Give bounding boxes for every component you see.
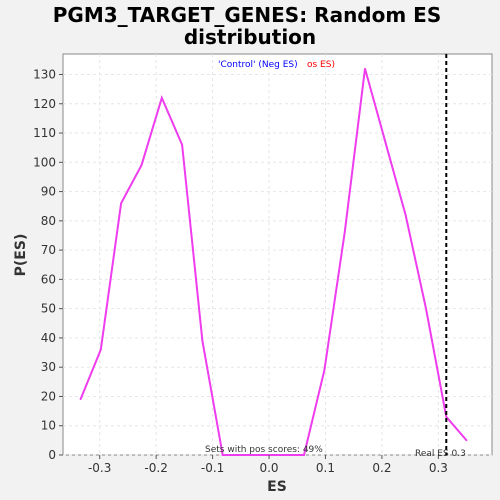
data-point [282, 454, 285, 456]
y-tick-label: 120 [33, 97, 56, 111]
x-tick-label: -0.3 [88, 461, 111, 475]
grid-lines [63, 54, 492, 456]
data-point [160, 97, 163, 99]
y-tick-label: 100 [33, 155, 56, 169]
y-tick-label: 20 [41, 389, 56, 403]
real-es-label: Real ES 0.3 [415, 449, 466, 459]
plot-area [62, 53, 493, 456]
data-point [303, 454, 305, 456]
data-point [79, 398, 82, 401]
y-tick-label: 30 [41, 360, 56, 374]
data-point [201, 340, 204, 342]
x-tick-label: -0.1 [201, 461, 224, 475]
data-point [262, 454, 265, 456]
y-tick-label: 70 [41, 243, 56, 257]
data-point [465, 439, 468, 442]
data-point [404, 214, 407, 216]
data-point [425, 307, 427, 310]
axes: 0 10 20 30 40 50 60 70 80 90 100 110 120 130 -0.3 -0.2 -… [33, 67, 448, 475]
x-tick-label: 0.0 [259, 461, 278, 475]
y-tick-label: 90 [41, 185, 56, 199]
y-tick-label: 80 [41, 214, 56, 228]
y-tick-label: 0 [48, 448, 56, 462]
data-point [221, 454, 224, 456]
pos-scores-label: Sets with pos scores: 49% [205, 445, 323, 455]
data-point [323, 369, 326, 371]
data-point [343, 231, 346, 234]
y-tick-label: 50 [41, 302, 56, 316]
data-point [140, 164, 143, 167]
y-tick-label: 40 [41, 331, 56, 345]
annotations: 'Control' (Neg ES) os ES) Sets with pos … [205, 60, 466, 459]
y-tick-label: 60 [41, 272, 56, 286]
legend-pos-label: os ES) [307, 60, 335, 70]
y-tick-label: 130 [33, 67, 56, 81]
chart-title-line2: distribution [184, 25, 316, 49]
x-tick-label: 0.3 [429, 461, 448, 475]
y-axis-label: P(ES) [13, 234, 29, 277]
data-point [242, 454, 244, 456]
data-point [181, 143, 183, 146]
data-point [384, 141, 387, 143]
data-point [445, 416, 448, 418]
series-line [79, 68, 468, 456]
x-tick-label: -0.2 [144, 461, 167, 475]
y-tick-label: 110 [33, 126, 56, 140]
x-tick-label: 0.2 [372, 461, 391, 475]
x-axis-label: ES [267, 479, 287, 495]
y-tick-label: 10 [41, 419, 56, 433]
data-point [100, 348, 102, 351]
x-tick-label: 0.1 [316, 461, 335, 475]
series-layer [79, 54, 468, 456]
data-point [364, 67, 366, 70]
legend-control-label: 'Control' (Neg ES) [218, 60, 298, 70]
chart-title-line1: PGM3_TARGET_GENES: Random ES [53, 3, 442, 27]
data-point [120, 202, 122, 205]
